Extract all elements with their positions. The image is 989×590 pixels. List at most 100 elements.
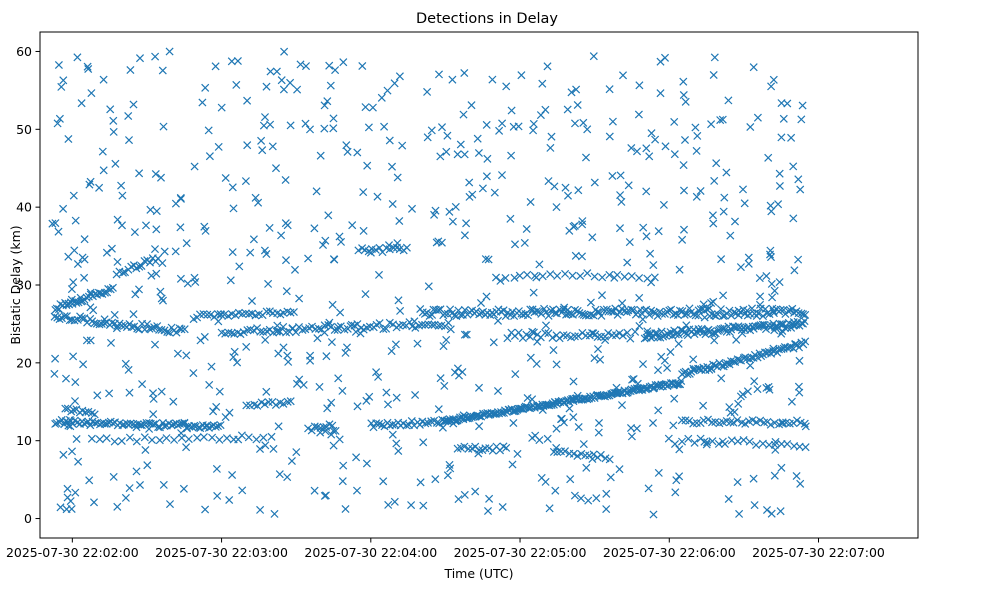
- data-point: [125, 433, 134, 442]
- data-point: [496, 276, 505, 285]
- data-point: [279, 399, 288, 408]
- data-point: [679, 77, 688, 86]
- data-point: [268, 142, 277, 151]
- data-point: [635, 321, 644, 331]
- data-point: [565, 404, 574, 413]
- data-point: [59, 204, 68, 213]
- data-point: [796, 479, 805, 488]
- data-point: [193, 433, 202, 442]
- data-point: [797, 115, 806, 124]
- data-point: [738, 390, 747, 399]
- data-point: [221, 173, 230, 183]
- data-point: [653, 366, 663, 375]
- data-point: [442, 147, 451, 156]
- data-point: [739, 435, 748, 445]
- data-point: [476, 298, 486, 308]
- data-point: [361, 290, 370, 299]
- data-point: [632, 147, 642, 156]
- data-point: [270, 509, 279, 518]
- data-point: [342, 141, 351, 150]
- data-point: [364, 123, 373, 132]
- data-point: [184, 435, 193, 444]
- data-point: [82, 293, 91, 302]
- data-point: [497, 171, 507, 180]
- data-point: [235, 262, 244, 271]
- data-point: [726, 231, 735, 240]
- data-point: [800, 317, 809, 326]
- data-point: [446, 305, 455, 314]
- data-point: [321, 427, 330, 436]
- data-point: [323, 97, 332, 106]
- data-point: [129, 310, 138, 319]
- data-point: [645, 310, 654, 319]
- data-point: [89, 306, 98, 315]
- data-point: [428, 310, 437, 319]
- data-point: [549, 346, 558, 355]
- data-point: [692, 192, 701, 201]
- x-axis: 2025-07-30 22:02:00 2025-07-30 22:03:00 20…: [6, 538, 885, 560]
- data-point: [155, 436, 164, 445]
- data-point: [228, 248, 237, 257]
- data-point: [109, 127, 118, 136]
- data-point: [363, 161, 372, 170]
- data-point: [681, 97, 690, 106]
- data-point: [182, 424, 192, 433]
- data-point: [110, 437, 119, 446]
- data-point: [741, 419, 750, 428]
- data-point: [259, 433, 268, 442]
- data-point: [73, 53, 82, 62]
- data-point: [212, 464, 221, 473]
- data-point: [149, 394, 158, 403]
- data-point: [778, 326, 787, 336]
- data-point: [564, 309, 573, 319]
- data-point: [770, 286, 779, 295]
- data-point: [258, 146, 267, 155]
- data-point: [80, 273, 89, 282]
- data-point: [778, 418, 787, 427]
- data-point: [690, 438, 699, 447]
- data-point: [334, 323, 343, 332]
- data-point: [171, 199, 180, 208]
- data-point: [213, 491, 222, 500]
- data-point: [215, 387, 224, 396]
- data-point: [85, 476, 94, 485]
- data-point: [200, 332, 209, 341]
- data-point: [730, 407, 739, 417]
- data-point: [529, 119, 538, 128]
- data-point: [50, 312, 59, 321]
- data-point: [635, 273, 644, 283]
- data-point: [771, 445, 780, 454]
- data-point: [165, 500, 175, 509]
- data-point: [536, 111, 545, 120]
- data-point: [62, 312, 71, 321]
- data-point: [732, 335, 741, 344]
- data-point: [201, 83, 210, 92]
- data-point: [628, 375, 637, 384]
- data-point: [152, 225, 161, 234]
- data-point: [634, 110, 643, 119]
- data-point: [473, 134, 482, 143]
- data-point: [132, 437, 141, 446]
- data-point: [716, 116, 725, 125]
- data-point: [478, 184, 487, 193]
- data-point: [445, 460, 454, 469]
- data-point: [490, 188, 499, 197]
- data-point: [754, 309, 763, 318]
- data-point: [67, 285, 76, 294]
- data-point: [573, 451, 582, 461]
- data-point: [99, 166, 108, 175]
- data-point: [615, 224, 625, 233]
- data-point: [474, 383, 484, 392]
- data-point: [341, 504, 350, 514]
- data-point: [118, 421, 127, 430]
- data-point: [589, 52, 598, 61]
- y-tick-label: 40: [16, 200, 32, 215]
- data-point: [227, 329, 236, 338]
- data-point: [273, 321, 282, 330]
- data-point: [55, 315, 64, 324]
- data-point: [217, 103, 226, 112]
- data-point: [320, 321, 329, 330]
- data-point: [659, 200, 668, 209]
- data-point: [594, 428, 603, 437]
- data-point: [132, 467, 141, 476]
